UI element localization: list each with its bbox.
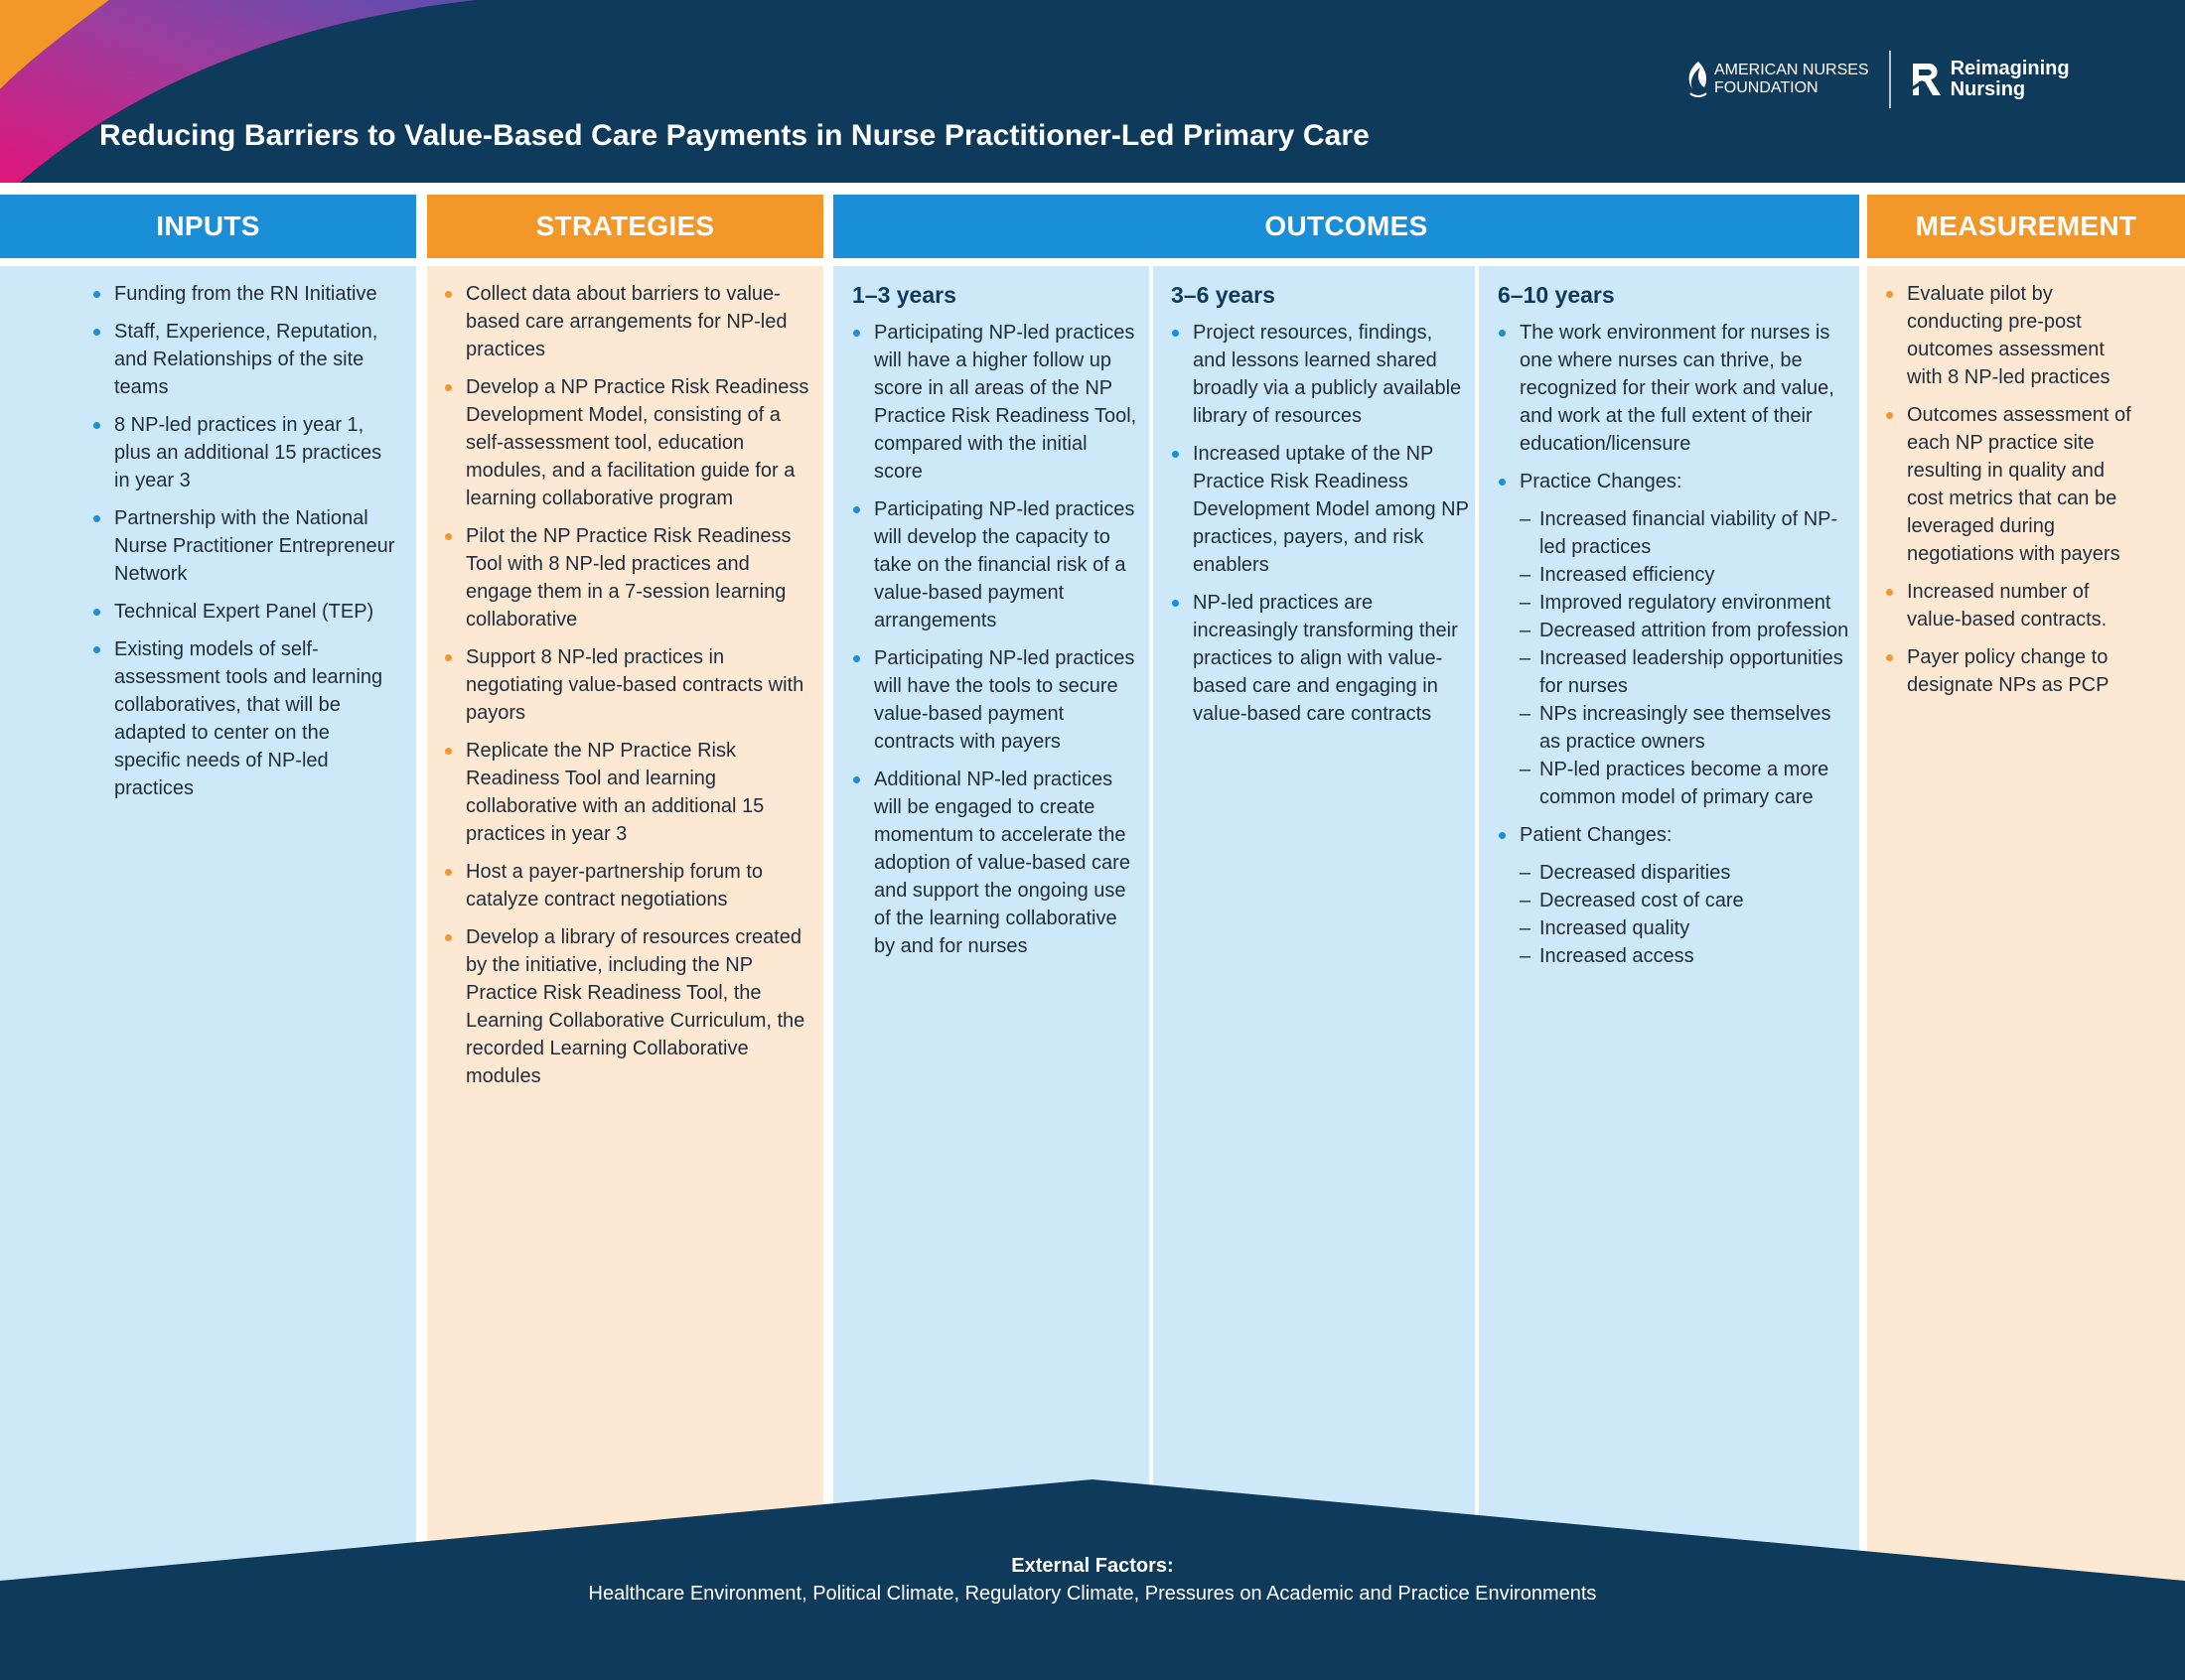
list-item: Existing models of self-assessment tools… [92, 635, 400, 802]
strategies-header: STRATEGIES [427, 195, 823, 258]
outcomes-mid-panel: 3–6 years Project resources, findings, a… [1153, 266, 1475, 1597]
inputs-panel: Funding from the RN Initiative Staff, Ex… [0, 266, 416, 1597]
logo-ana-line1: AMERICAN NURSES [1714, 62, 1869, 78]
logo-divider [1888, 51, 1891, 108]
practice-changes-list: Increased financial viability of NP-led … [1520, 505, 1853, 811]
measurement-header-label: MEASUREMENT [1915, 210, 2137, 241]
list-item: Evaluate pilot by conducting pre-post ou… [1885, 280, 2145, 391]
list-item: Pilot the NP Practice Risk Readiness Too… [444, 522, 813, 633]
external-factors-banner [0, 1479, 2185, 1680]
outcomes-short-panel: 1–3 years Participating NP-led practices… [833, 266, 1149, 1597]
sub-list-item: Decreased attrition from profession [1520, 617, 1853, 644]
sub-list-item: Increased efficiency [1520, 561, 1853, 589]
sub-list-item: NPs increasingly see themselves as pract… [1520, 700, 1853, 756]
patient-changes-item: Patient Changes: Decreased disparities D… [1498, 821, 1853, 970]
page-title: Reducing Barriers to Value-Based Care Pa… [99, 119, 1370, 152]
sub-list-item: Decreased disparities [1520, 859, 1853, 887]
decorative-swoosh [0, 0, 497, 183]
logo-group: AMERICAN NURSES FOUNDATION Reimagining N… [1684, 50, 2070, 109]
patient-changes-label: Patient Changes: [1520, 824, 1673, 846]
inputs-header-label: INPUTS [156, 210, 260, 241]
list-item: Participating NP-led practices will have… [852, 319, 1140, 486]
logo-rn-line2: Nursing [1950, 78, 2026, 100]
list-item: 8 NP-led practices in year 1, plus an ad… [92, 411, 400, 494]
list-item: Technical Expert Panel (TEP) [92, 598, 400, 626]
reimagining-nursing-logo: Reimagining Nursing [1909, 59, 2070, 100]
list-item: Outcomes assessment of each NP practice … [1885, 401, 2145, 568]
list-item: Staff, Experience, Reputation, and Relat… [92, 318, 400, 401]
list-item: Project resources, findings, and lessons… [1171, 319, 1469, 430]
list-item: Develop a NP Practice Risk Readiness Dev… [444, 373, 813, 512]
strategies-header-label: STRATEGIES [535, 210, 715, 241]
list-item: Develop a library of resources created b… [444, 923, 813, 1090]
outcomes-long-term-label: 6–10 years [1498, 282, 1615, 308]
list-item: Partnership with the National Nurse Prac… [92, 504, 400, 588]
outcomes-short-list: Participating NP-led practices will have… [852, 319, 1140, 960]
sub-list-item: Increased access [1520, 942, 1853, 970]
logo-ana-line2: FOUNDATION [1714, 79, 1819, 96]
sub-list-item: Increased financial viability of NP-led … [1520, 505, 1853, 561]
practice-changes-label: Practice Changes: [1520, 471, 1682, 492]
inputs-header: INPUTS [0, 195, 416, 258]
outcomes-header: OUTCOMES [833, 195, 1859, 258]
external-factors-text: Healthcare Environment, Political Climat… [588, 1583, 1597, 1605]
list-item: NP-led practices are increasingly transf… [1171, 589, 1469, 728]
flame-icon [1688, 62, 1707, 97]
list-item: Increased uptake of the NP Practice Risk… [1171, 440, 1469, 579]
external-factors-title: External Factors: [1011, 1555, 1174, 1577]
sub-list-item: Decreased cost of care [1520, 887, 1853, 914]
list-item: Participating NP-led practices will have… [852, 644, 1140, 756]
outcomes-short-term-label: 1–3 years [852, 282, 956, 308]
measurement-list: Evaluate pilot by conducting pre-post ou… [1885, 280, 2145, 709]
list-item: Funding from the RN Initiative [92, 280, 400, 308]
list-item: Collect data about barriers to value-bas… [444, 280, 813, 363]
list-item: Increased number of value-based contract… [1885, 578, 2145, 633]
outcomes-mid-term-label: 3–6 years [1171, 282, 1275, 308]
list-item: Replicate the NP Practice Risk Readiness… [444, 737, 813, 848]
measurement-panel: Evaluate pilot by conducting pre-post ou… [1867, 266, 2185, 1597]
patient-changes-list: Decreased disparities Decreased cost of … [1520, 859, 1853, 970]
list-item: Participating NP-led practices will deve… [852, 495, 1140, 634]
list-item: Host a payer-partnership forum to cataly… [444, 858, 813, 913]
rn-mark-icon [1909, 64, 1941, 95]
list-item: Additional NP-led practices will be enga… [852, 766, 1140, 960]
list-item: The work environment for nurses is one w… [1498, 319, 1853, 458]
strategies-panel: Collect data about barriers to value-bas… [427, 266, 823, 1597]
sub-list-item: Increased leadership opportunities for n… [1520, 644, 1853, 700]
list-item: Payer policy change to designate NPs as … [1885, 643, 2145, 699]
outcomes-mid-list: Project resources, findings, and lessons… [1171, 319, 1469, 728]
logo-rn-line1: Reimagining [1950, 58, 2070, 79]
practice-changes-item: Practice Changes: Increased financial vi… [1498, 468, 1853, 811]
outcomes-long-panel: 6–10 years The work environment for nurs… [1479, 266, 1859, 1597]
inputs-list: Funding from the RN Initiative Staff, Ex… [92, 280, 400, 812]
outcomes-header-label: OUTCOMES [1264, 210, 1428, 241]
measurement-header: MEASUREMENT [1867, 195, 2185, 258]
outcomes-long-list: The work environment for nurses is one w… [1498, 319, 1853, 970]
sub-list-item: Increased quality [1520, 914, 1853, 942]
list-item: Support 8 NP-led practices in negotiatin… [444, 643, 813, 727]
header-banner: Reducing Barriers to Value-Based Care Pa… [0, 0, 2185, 183]
strategies-list: Collect data about barriers to value-bas… [444, 280, 813, 1100]
sub-list-item: Improved regulatory environment [1520, 589, 1853, 617]
sub-list-item: NP-led practices become a more common mo… [1520, 756, 1853, 811]
american-nurses-foundation-logo: AMERICAN NURSES FOUNDATION [1684, 60, 1869, 99]
